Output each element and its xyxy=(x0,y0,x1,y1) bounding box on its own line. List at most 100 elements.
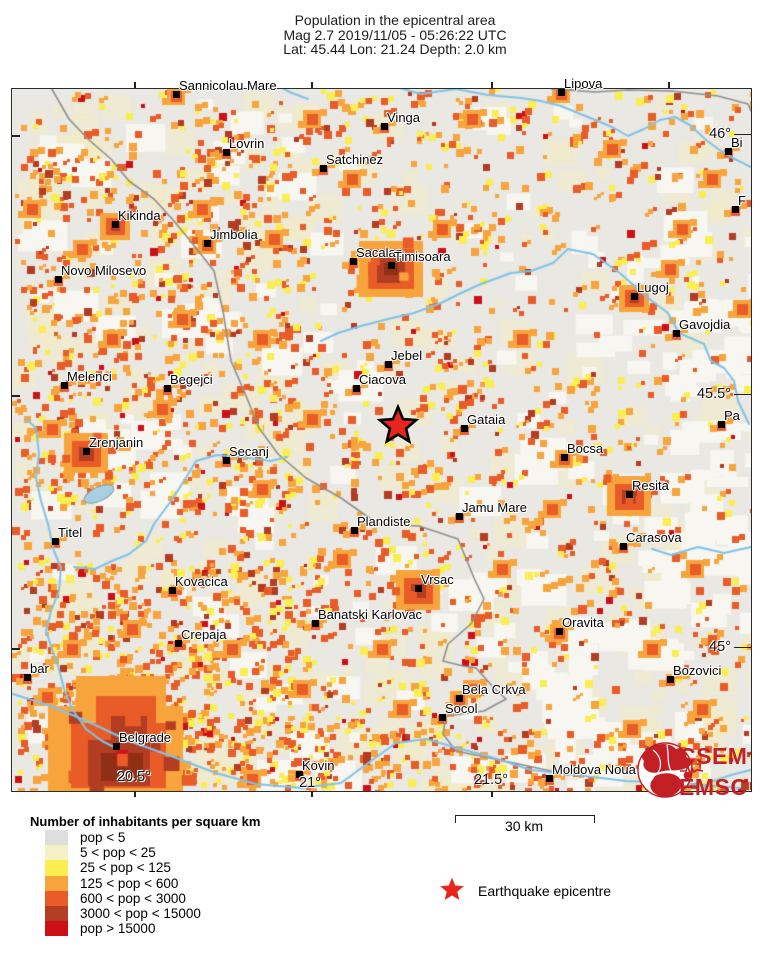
longitude-label: 20.5° xyxy=(116,769,152,785)
legend-swatch xyxy=(45,921,68,937)
city-name: Melenci xyxy=(67,369,112,384)
legend-item: pop > 15000 xyxy=(45,921,156,937)
legend-swatch xyxy=(45,830,68,846)
city-name: Vrsac xyxy=(421,572,454,587)
city-name: Belgrade xyxy=(119,730,172,745)
city-name: Pa xyxy=(724,408,740,423)
axis-tick xyxy=(12,648,20,650)
longitude-label: 21° xyxy=(299,775,321,791)
map-raster-canvas xyxy=(12,89,751,791)
latitude-label-text: 45.5° xyxy=(696,386,731,402)
city-name: Lugoj xyxy=(637,280,669,295)
city-marker-icon xyxy=(223,149,230,156)
legend-swatch xyxy=(45,845,68,861)
city-marker-icon xyxy=(631,293,638,300)
latitude-label-text: 46° xyxy=(709,126,731,142)
map-header: Population in the epicentral area Mag 2.… xyxy=(0,13,762,57)
legend-swatch xyxy=(45,906,68,922)
city-name: Oravita xyxy=(562,615,604,630)
axis-tick xyxy=(668,81,670,88)
city-name: Satchinez xyxy=(326,152,384,167)
epicentre-legend-label: Earthquake epicentre xyxy=(478,883,612,899)
city-name: Moldova Noua xyxy=(552,762,636,777)
axis-tick xyxy=(12,395,20,397)
city-name: Bi xyxy=(731,135,743,150)
latitude-label-text: 45° xyxy=(709,639,731,655)
city-marker-icon xyxy=(204,240,211,247)
longitude-label: 21.5° xyxy=(473,772,509,788)
city-marker-icon xyxy=(556,628,563,635)
city-name: Lovrin xyxy=(229,136,265,151)
axis-tick xyxy=(311,791,313,797)
latitude-label: 46° xyxy=(709,126,751,142)
city-name: Kovin xyxy=(302,758,335,773)
city-name: Zrenjanin xyxy=(89,435,144,450)
city-name: Jamu Mare xyxy=(462,500,528,515)
city-marker-icon xyxy=(164,385,171,392)
city-name: Resita xyxy=(632,478,669,493)
city-marker-icon xyxy=(296,771,303,778)
city-name: Gataia xyxy=(467,412,506,427)
city-name: Bocsa xyxy=(567,441,604,456)
latitude-label: 45° xyxy=(709,639,751,655)
legend-swatch xyxy=(45,860,68,876)
legend-title: Number of inhabitants per square km xyxy=(30,814,261,829)
city-name: Timisoara xyxy=(394,249,451,264)
logo-seismogram-icon xyxy=(680,763,704,776)
legend-swatch xyxy=(45,890,68,906)
legend-item: 3000 < pop < 15000 xyxy=(45,906,201,922)
city-marker-icon xyxy=(667,676,674,683)
epicentre-legend-star-icon xyxy=(440,877,464,901)
axis-tick xyxy=(311,81,313,88)
page-title: Population in the epicentral area xyxy=(294,12,496,28)
city-name: Jimbolia xyxy=(210,227,258,242)
logo-text-csem: CSEM xyxy=(679,743,747,769)
city-marker-icon xyxy=(673,330,680,337)
legend-swatch xyxy=(45,875,68,891)
city-marker-icon xyxy=(461,425,468,432)
legend-item: 600 < pop < 3000 xyxy=(45,890,186,906)
city-name: Gavojdia xyxy=(679,317,731,332)
city-name: bar xyxy=(30,661,49,676)
city-marker-icon xyxy=(113,743,120,750)
legend-item-label: 125 < pop < 600 xyxy=(80,875,179,891)
city-marker-icon xyxy=(112,221,119,228)
city-name: Bozovici xyxy=(673,663,722,678)
city-marker-icon xyxy=(546,775,553,782)
city-name: Plandiste xyxy=(357,514,411,529)
legend-item-label: pop > 15000 xyxy=(80,921,156,937)
city-marker-icon xyxy=(620,543,627,550)
city-name: Ciacova xyxy=(359,372,406,387)
legend-item: pop < 5 xyxy=(45,830,125,846)
city-marker-icon xyxy=(353,385,360,392)
city-marker-icon xyxy=(312,620,319,627)
latitude-tick-icon xyxy=(734,133,751,135)
city-marker-icon xyxy=(320,165,327,172)
city-marker-icon xyxy=(52,538,59,545)
city-name: Carasova xyxy=(626,530,682,545)
city-marker-icon xyxy=(626,491,633,498)
city-marker-icon xyxy=(55,276,62,283)
latitude-tick-icon xyxy=(734,393,751,395)
axis-tick xyxy=(12,135,20,137)
city-marker-icon xyxy=(175,640,182,647)
city-marker-icon xyxy=(385,361,392,368)
city-marker-icon xyxy=(439,714,446,721)
city-name: Bela Crkva xyxy=(462,682,526,697)
city-name: Kikinda xyxy=(118,208,161,223)
scale-bar-label: 30 km xyxy=(504,818,544,834)
legend-item: 25 < pop < 125 xyxy=(45,860,171,876)
city-name: F xyxy=(738,193,746,208)
city-name: Titel xyxy=(58,525,83,540)
city-name: Vinga xyxy=(387,110,421,125)
city-marker-icon xyxy=(223,457,230,464)
axis-tick xyxy=(491,791,493,797)
legend-item-label: 25 < pop < 125 xyxy=(80,860,171,876)
city-marker-icon xyxy=(83,448,90,455)
city-marker-icon xyxy=(725,148,732,155)
latitude-label: 45.5° xyxy=(697,386,751,402)
city-marker-icon xyxy=(381,123,388,130)
city-name: Sannicolau Mare xyxy=(179,78,277,93)
latitude-tick-icon xyxy=(734,646,751,648)
